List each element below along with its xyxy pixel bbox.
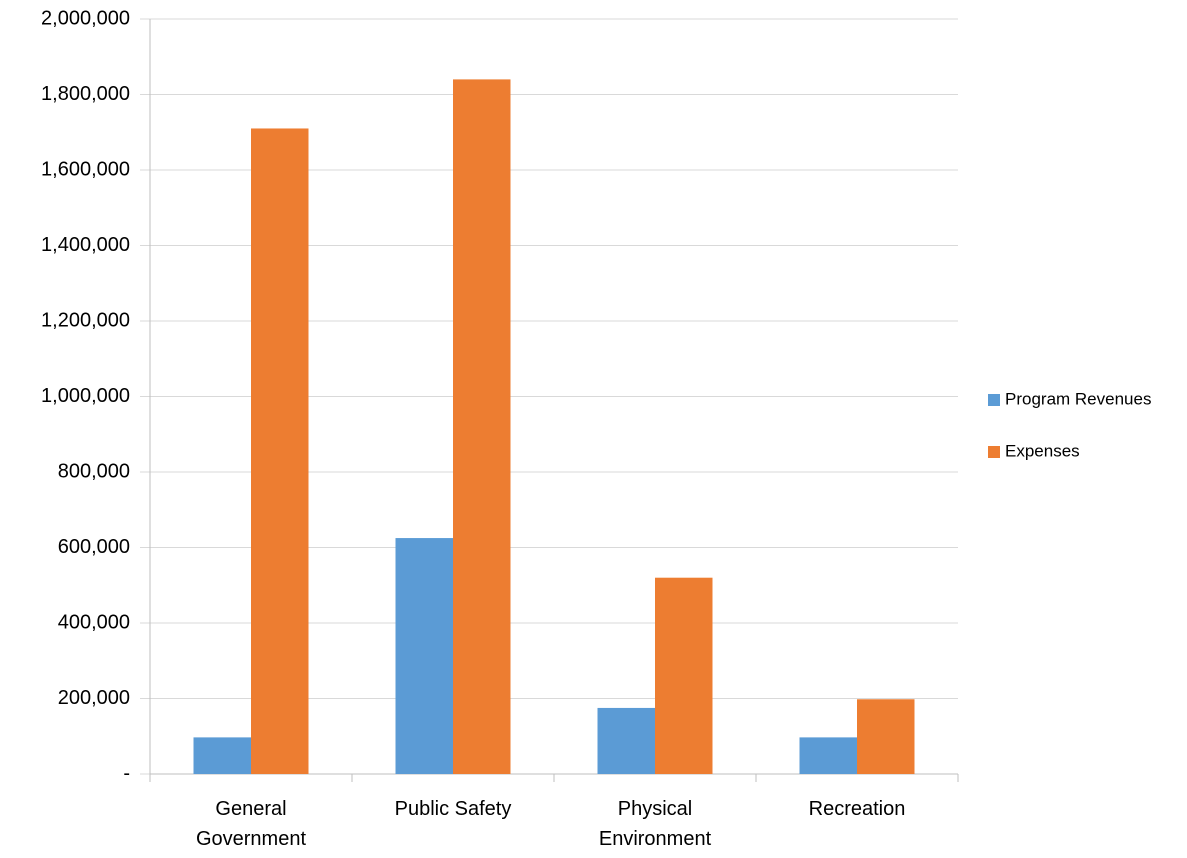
y-tick-label: 1,600,000 bbox=[41, 158, 130, 180]
bar bbox=[799, 737, 857, 774]
bar bbox=[193, 737, 251, 774]
y-tick-label: 2,000,000 bbox=[41, 7, 130, 29]
legend-swatch bbox=[988, 446, 1000, 458]
bar bbox=[395, 538, 453, 774]
y-tick-label: 600,000 bbox=[58, 536, 130, 558]
y-tick-label: 1,200,000 bbox=[41, 309, 130, 331]
y-tick-label: 1,800,000 bbox=[41, 83, 130, 105]
y-tick-label: - bbox=[123, 762, 130, 784]
y-tick-label: 400,000 bbox=[58, 611, 130, 633]
x-tick-label: Public Safety bbox=[394, 798, 512, 820]
bar bbox=[597, 707, 655, 774]
x-tick-label: Recreation bbox=[808, 798, 906, 820]
x-tick-label: Physical Environment bbox=[598, 798, 712, 850]
y-tick-label: 1,400,000 bbox=[41, 234, 130, 256]
legend-label: Expenses bbox=[1005, 441, 1080, 460]
bar bbox=[453, 79, 511, 774]
y-tick-label: 1,000,000 bbox=[41, 385, 130, 407]
bar bbox=[857, 699, 915, 774]
x-tick-label: General Government bbox=[195, 798, 307, 850]
y-tick-label: 200,000 bbox=[58, 687, 130, 709]
y-tick-label: 800,000 bbox=[58, 460, 130, 482]
legend-label: Program Revenues bbox=[1005, 389, 1151, 408]
legend-swatch bbox=[988, 394, 1000, 406]
bar bbox=[655, 577, 713, 774]
bar bbox=[251, 128, 309, 775]
